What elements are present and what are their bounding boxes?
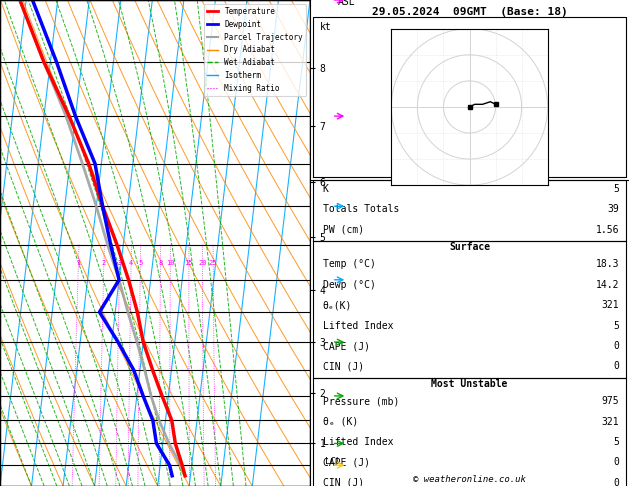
Text: CIN (J): CIN (J) [323,362,364,371]
Text: 975: 975 [602,396,620,406]
Text: 1: 1 [76,260,81,266]
Legend: Temperature, Dewpoint, Parcel Trajectory, Dry Adiabat, Wet Adiabat, Isotherm, Mi: Temperature, Dewpoint, Parcel Trajectory… [204,4,306,96]
Text: 2: 2 [102,260,106,266]
Text: 8: 8 [159,260,162,266]
Text: 3: 3 [118,260,121,266]
Text: 0: 0 [613,457,620,468]
Text: 321: 321 [602,417,620,427]
Text: 5: 5 [613,321,620,330]
Text: Most Unstable: Most Unstable [431,379,508,389]
Y-axis label: km
ASL: km ASL [338,0,355,7]
Text: 5: 5 [613,437,620,447]
Text: 0: 0 [613,478,620,486]
Text: Lifted Index: Lifted Index [323,437,393,447]
Text: 4: 4 [129,260,133,266]
Text: 20: 20 [198,260,207,266]
Text: 39: 39 [608,204,620,214]
Text: 0: 0 [613,341,620,351]
Text: Totals Totals: Totals Totals [323,204,399,214]
Text: 14.2: 14.2 [596,280,620,290]
Text: CAPE (J): CAPE (J) [323,457,370,468]
Text: 321: 321 [602,300,620,310]
Text: CIN (J): CIN (J) [323,478,364,486]
Text: K: K [323,184,328,194]
Text: LCL: LCL [325,456,342,466]
Text: Lifted Index: Lifted Index [323,321,393,330]
Text: 25: 25 [209,260,218,266]
Text: PW (cm): PW (cm) [323,225,364,235]
Text: 18.3: 18.3 [596,260,620,269]
Text: θₑ(K): θₑ(K) [323,300,352,310]
Text: Surface: Surface [449,242,490,252]
Text: θₑ (K): θₑ (K) [323,417,358,427]
Text: CAPE (J): CAPE (J) [323,341,370,351]
Text: 5: 5 [613,184,620,194]
Text: Temp (°C): Temp (°C) [323,260,376,269]
Text: 15: 15 [185,260,193,266]
Text: 29.05.2024  09GMT  (Base: 18): 29.05.2024 09GMT (Base: 18) [372,7,567,17]
Text: kt: kt [320,22,331,32]
Text: 0: 0 [613,362,620,371]
Text: Pressure (mb): Pressure (mb) [323,396,399,406]
Text: 1.56: 1.56 [596,225,620,235]
Text: 10: 10 [166,260,175,266]
Text: © weatheronline.co.uk: © weatheronline.co.uk [413,474,526,484]
Text: Dewp (°C): Dewp (°C) [323,280,376,290]
Text: 5: 5 [138,260,142,266]
